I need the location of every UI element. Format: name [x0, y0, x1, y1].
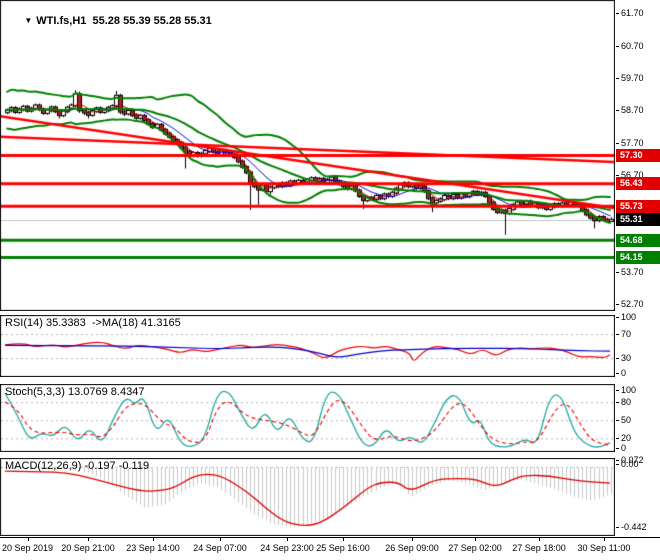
time-tick: [475, 538, 476, 541]
time-tick: [287, 538, 288, 541]
rsi-axis-label: 30: [621, 353, 632, 363]
main-chart-canvas[interactable]: [0, 0, 615, 311]
price-badge: 54.15: [616, 251, 660, 264]
rsi-axis-tick: [616, 358, 619, 359]
macd-axis-label: 0.00: [621, 459, 639, 469]
price-tick-label: 58.70: [621, 105, 644, 115]
rsi-axis-tick: [616, 334, 619, 335]
time-label: 26 Sep 09:00: [385, 543, 439, 553]
time-tick: [412, 538, 413, 541]
symbol-dropdown-icon[interactable]: ▼: [24, 16, 33, 25]
time-tick: [343, 538, 344, 541]
time-label: 25 Sep 16:00: [316, 543, 370, 553]
time-axis[interactable]: 20 Sep 2019 20 Sep 21:00 23 Sep 14:00 24 Se…: [0, 537, 660, 560]
stoch-axis-tick: [616, 402, 619, 403]
price-tick: [616, 272, 619, 273]
price-tick-label: 56.70: [621, 170, 644, 180]
price-badge: 55.73: [616, 200, 660, 213]
time-label: 24 Sep 23:00: [260, 543, 314, 553]
price-tick-label: 53.70: [621, 267, 644, 277]
chart-symbol: WTI.fs,H1: [36, 15, 87, 27]
chart-ohlc-values: 55.28 55.39 55.28 55.31: [92, 15, 212, 27]
stoch-axis-tick: [616, 448, 619, 449]
stoch-axis-label: 0: [621, 443, 627, 453]
price-badge: 54.68: [616, 234, 660, 247]
macd-panel: MACD(12,26,9) -0.197 -0.119: [0, 458, 615, 536]
stoch-canvas[interactable]: [0, 384, 615, 452]
macd-axis-tick: [616, 460, 619, 461]
time-tick: [539, 538, 540, 541]
chart-title: ▼ WTI.fs,H1 55.28 55.39 55.28 55.31: [6, 3, 212, 39]
rsi-label: RSI(14) 35.3383 ->MA(18) 41.3165: [5, 317, 181, 329]
price-tick: [616, 175, 619, 176]
stoch-panel: Stoch(5,3,3) 13.0769 8.4347: [0, 384, 615, 452]
stoch-axis-label: 50: [621, 415, 632, 425]
stoch-axis-tick: [616, 438, 619, 439]
price-tick: [616, 46, 619, 47]
time-tick: [153, 538, 154, 541]
price-tick: [616, 78, 619, 79]
time-label: 27 Sep 02:00: [448, 543, 502, 553]
time-tick: [604, 538, 605, 541]
rsi-axis-tick: [616, 317, 619, 318]
price-tick: [616, 13, 619, 14]
price-badge: 55.31: [616, 213, 660, 226]
price-tick-label: 57.70: [621, 138, 644, 148]
price-scale[interactable]: 61.70 60.70 59.70 58.70 57.70 56.70 53.70 52.70…: [616, 0, 660, 537]
time-label: 27 Sep 18:00: [512, 543, 566, 553]
time-tick: [220, 538, 221, 541]
price-tick-label: 61.70: [621, 8, 644, 18]
time-label: 20 Sep 21:00: [61, 543, 115, 553]
price-badge: 57.30: [616, 149, 660, 162]
rsi-axis-label: 100: [621, 312, 637, 322]
time-label: 24 Sep 07:00: [193, 543, 247, 553]
stoch-axis-tick: [616, 390, 619, 391]
stoch-axis-tick: [616, 420, 619, 421]
price-tick: [616, 304, 619, 305]
stoch-axis-label: 20: [621, 433, 632, 443]
price-badge: 56.43: [616, 177, 660, 190]
macd-axis-label: -0.442: [621, 522, 647, 532]
rsi-axis-label: 0: [621, 368, 627, 378]
time-label: 20 Sep 2019: [2, 543, 54, 553]
price-tick: [616, 143, 619, 144]
main-panel: ▼ WTI.fs,H1 55.28 55.39 55.28 55.31: [0, 0, 615, 311]
price-tick-label: 60.70: [621, 41, 644, 51]
price-tick-label: 52.70: [621, 299, 644, 309]
rsi-panel: RSI(14) 35.3383 ->MA(18) 41.3165: [0, 315, 615, 377]
macd-axis-tick: [616, 527, 619, 528]
time-tick: [28, 538, 29, 541]
rsi-canvas[interactable]: [0, 315, 615, 377]
time-label: 23 Sep 14:00: [126, 543, 180, 553]
time-label: 30 Sep 11:00: [577, 543, 631, 553]
macd-label: MACD(12,26,9) -0.197 -0.119: [5, 460, 150, 472]
macd-axis-label: 0.072: [621, 455, 644, 465]
price-tick: [616, 110, 619, 111]
price-tick-label: 59.70: [621, 73, 644, 83]
rsi-axis-tick: [616, 373, 619, 374]
stoch-axis-label: 80: [621, 397, 632, 407]
stoch-label: Stoch(5,3,3) 13.0769 8.4347: [5, 386, 145, 398]
rsi-axis-label: 70: [621, 329, 632, 339]
macd-canvas[interactable]: [0, 458, 615, 536]
time-tick: [88, 538, 89, 541]
macd-axis-tick: [616, 464, 619, 465]
stoch-axis-label: 100: [621, 385, 637, 395]
